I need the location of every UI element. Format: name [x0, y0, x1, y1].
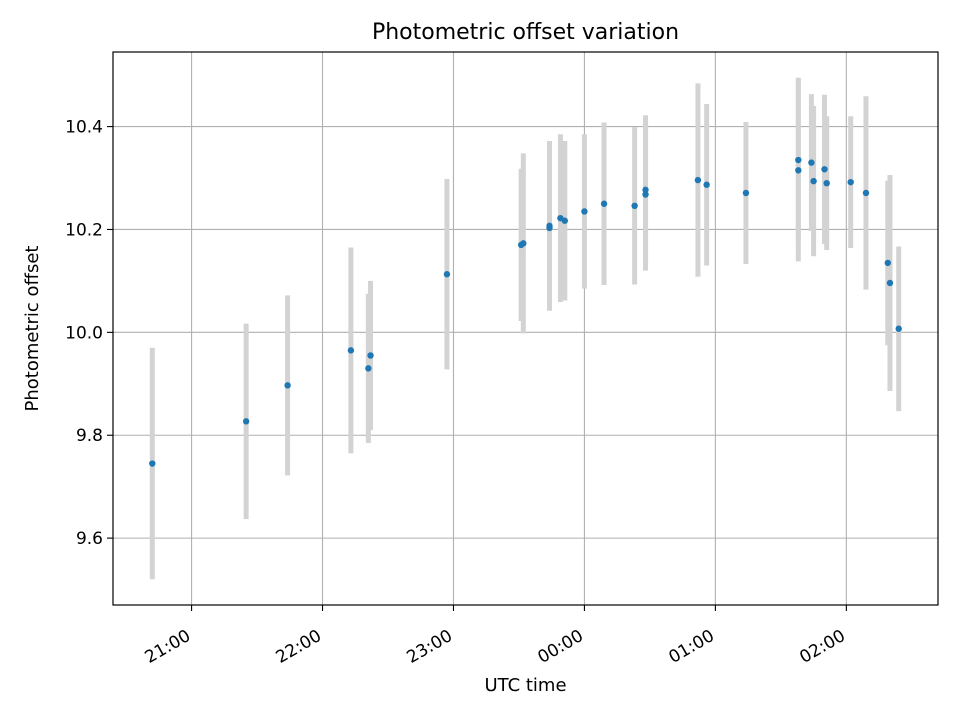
data-point	[821, 166, 828, 173]
data-point	[600, 200, 608, 207]
data-point	[642, 186, 649, 194]
y-axis: 9.6 9.8 10.0 10.2 10.4	[65, 118, 113, 549]
y-tick-label: 10.2	[65, 220, 103, 240]
data-point	[347, 347, 355, 354]
data-point	[443, 271, 451, 278]
data-point	[795, 167, 802, 174]
x-axis-label: UTC time	[484, 675, 566, 696]
markers	[149, 156, 902, 467]
y-axis-label: Photometric offset	[22, 246, 43, 412]
data-point	[284, 382, 291, 389]
data-point	[546, 224, 553, 232]
data-point	[581, 208, 588, 215]
data-point	[886, 279, 894, 287]
data-point	[810, 177, 817, 185]
data-point	[365, 365, 372, 372]
data-point	[742, 189, 750, 197]
data-point	[823, 179, 830, 187]
y-tick-label: 10.0	[65, 323, 103, 343]
data-point	[642, 191, 649, 198]
plot-area-frame	[112, 51, 939, 606]
y-tick-label: 9.8	[76, 426, 103, 446]
data-point	[808, 159, 815, 166]
data-point	[862, 189, 870, 197]
data-point	[367, 352, 374, 359]
y-tick-label: 9.6	[76, 529, 103, 549]
data-point	[884, 259, 892, 267]
data-point	[242, 418, 250, 425]
data-point	[149, 460, 156, 467]
data-point	[703, 181, 710, 188]
data-point	[631, 202, 638, 210]
data-point	[895, 325, 902, 332]
data-point	[520, 240, 527, 247]
y-tick-label: 10.4	[65, 118, 103, 138]
data-point	[847, 178, 854, 186]
data-point	[795, 156, 802, 164]
data-point	[561, 217, 568, 224]
chart-title: Photometric offset variation	[372, 20, 679, 45]
data-point	[694, 176, 702, 184]
